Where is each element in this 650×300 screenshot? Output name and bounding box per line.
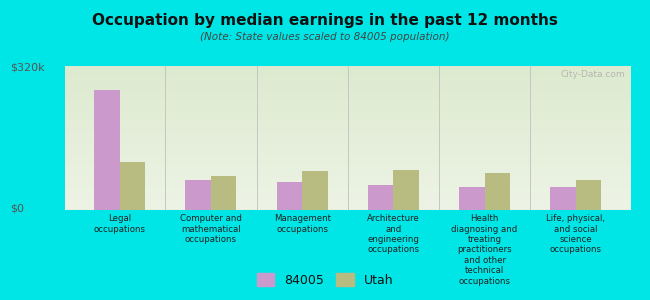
Legend: 84005, Utah: 84005, Utah: [253, 270, 397, 291]
Bar: [484, 173, 510, 210]
Bar: [277, 182, 302, 210]
Bar: [368, 185, 393, 210]
Bar: [459, 187, 484, 210]
Text: (Note: State values scaled to 84005 population): (Note: State values scaled to 84005 popu…: [200, 32, 450, 41]
Bar: [185, 180, 211, 210]
Bar: [94, 90, 120, 210]
Text: City-Data.com: City-Data.com: [560, 70, 625, 79]
Text: Occupation by median earnings in the past 12 months: Occupation by median earnings in the pas…: [92, 14, 558, 28]
Bar: [551, 187, 576, 210]
Bar: [302, 171, 328, 210]
Text: $320k: $320k: [10, 62, 44, 73]
Bar: [393, 170, 419, 210]
Bar: [211, 176, 237, 210]
Bar: [120, 162, 145, 210]
Text: $0: $0: [10, 203, 24, 214]
Bar: [576, 180, 601, 210]
